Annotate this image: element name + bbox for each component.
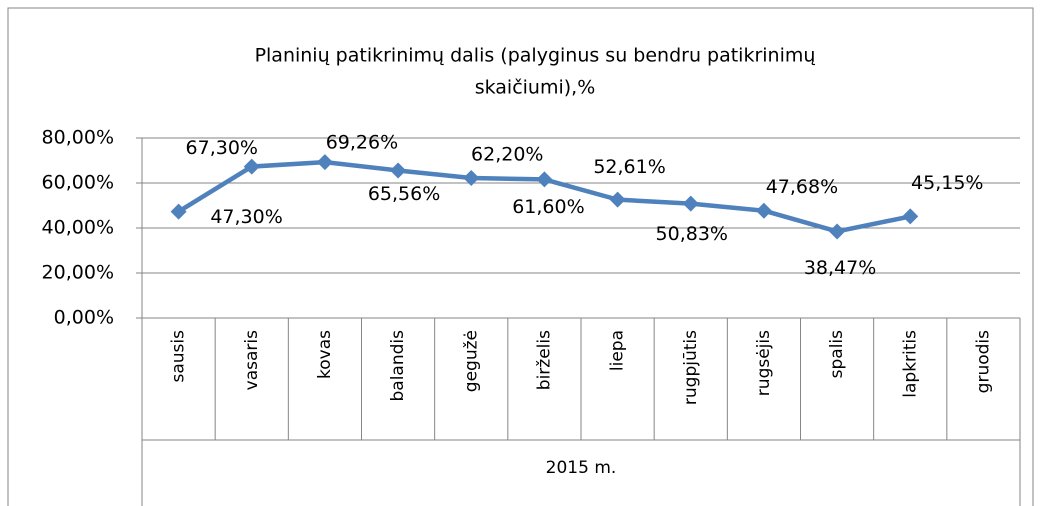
data-label: 50,83% xyxy=(656,223,728,245)
marker xyxy=(170,203,187,220)
data-label: 38,47% xyxy=(804,257,876,279)
marker xyxy=(536,171,553,188)
data-label: 67,30% xyxy=(186,137,258,159)
marker xyxy=(902,208,919,225)
x-tick-label: lapkritis xyxy=(900,330,920,398)
x-tick-label: rugpjūtis xyxy=(681,330,701,405)
x-tick-label: spalis xyxy=(827,330,847,379)
x-tick-label: gegužė xyxy=(461,330,481,392)
y-tick-label: 0,00% xyxy=(54,307,114,329)
y-tick-label: 40,00% xyxy=(42,217,114,239)
data-label: 45,15% xyxy=(911,172,983,194)
marker xyxy=(682,195,699,212)
marker xyxy=(829,223,846,240)
data-label: 62,20% xyxy=(471,144,543,166)
y-tick-label: 60,00% xyxy=(42,172,114,194)
y-tick-label: 80,00% xyxy=(42,127,114,149)
data-label: 47,30% xyxy=(210,206,282,228)
chart-title: Planinių patikrinimų dalis (palyginus su… xyxy=(255,45,816,67)
data-label: 47,68% xyxy=(766,176,838,198)
marker xyxy=(463,170,480,187)
data-label: 69,26% xyxy=(326,132,398,154)
x-tick-label: sausis xyxy=(169,330,189,383)
x-tick-label: gruodis xyxy=(973,330,993,393)
x-tick-label: balandis xyxy=(388,330,408,402)
x-tick-label: kovas xyxy=(315,330,335,379)
x-tick-label: birželis xyxy=(534,330,554,390)
marker xyxy=(390,162,407,179)
data-label: 52,61% xyxy=(593,156,665,178)
marker xyxy=(755,202,772,219)
data-label: 65,56% xyxy=(368,183,440,205)
marker xyxy=(243,158,260,175)
x-group-label: 2015 m. xyxy=(546,458,617,478)
x-tick-label: vasaris xyxy=(242,330,262,390)
x-tick-label: rugsėjis xyxy=(754,330,774,396)
marker xyxy=(316,154,333,171)
chart-title: skaičiumi),% xyxy=(475,77,596,99)
x-tick-label: liepa xyxy=(608,330,628,371)
y-tick-label: 20,00% xyxy=(42,262,114,284)
chart-border xyxy=(7,7,1034,506)
marker xyxy=(609,191,626,208)
data-label: 61,60% xyxy=(512,196,584,218)
